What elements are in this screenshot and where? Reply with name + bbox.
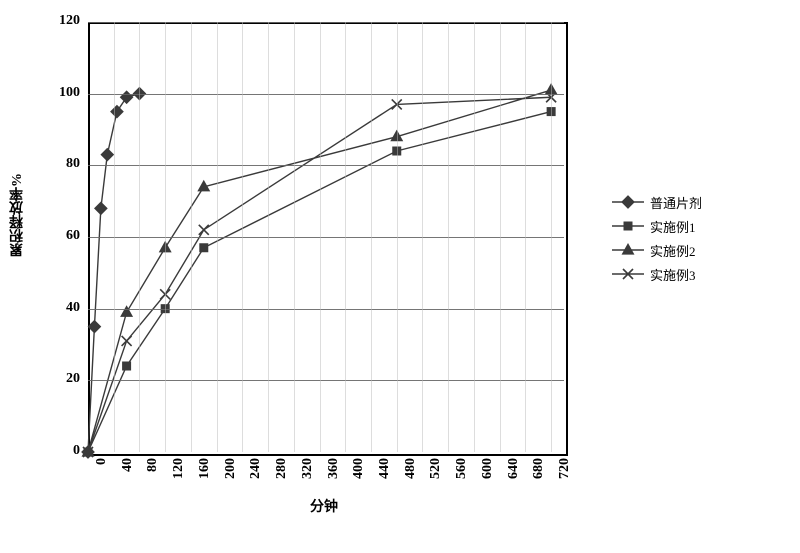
- legend-label: 实施例2: [650, 241, 696, 260]
- grid-line: [88, 309, 564, 310]
- legend-item: 实施例2: [612, 238, 702, 262]
- x-tick-label: 200: [223, 458, 239, 492]
- x-tick-label: 680: [531, 458, 547, 492]
- legend-label: 实施例3: [650, 265, 696, 284]
- legend-swatch: [612, 218, 644, 234]
- grid-line: [448, 22, 449, 452]
- grid-line: [88, 165, 564, 166]
- grid-line: [165, 22, 166, 452]
- grid-line: [474, 22, 475, 452]
- grid-line: [88, 94, 564, 95]
- x-tick-label: 80: [145, 458, 161, 492]
- grid-line: [371, 22, 372, 452]
- y-tick-label: 100: [40, 85, 80, 101]
- series-marker: [123, 362, 131, 370]
- x-tick-label: 560: [454, 458, 470, 492]
- x-tick-label: 40: [120, 458, 136, 492]
- legend-label: 实施例1: [650, 217, 696, 236]
- y-tick-label: 60: [40, 228, 80, 244]
- grid-line: [139, 22, 140, 452]
- grid-line: [551, 22, 552, 452]
- y-tick-label: 120: [40, 13, 80, 29]
- legend-swatch: [612, 194, 644, 210]
- legend: 普通片剂实施例1 实施例2 实施例3: [612, 190, 702, 286]
- x-tick-label: 160: [197, 458, 213, 492]
- y-tick-label: 0: [40, 443, 80, 459]
- x-tick-label: 400: [351, 458, 367, 492]
- x-tick-label: 640: [506, 458, 522, 492]
- grid-line: [217, 22, 218, 452]
- grid-line: [320, 22, 321, 452]
- grid-line: [88, 22, 564, 23]
- x-tick-label: 280: [274, 458, 290, 492]
- legend-item: 普通片剂: [612, 190, 702, 214]
- series-marker: [200, 244, 208, 252]
- legend-swatch: [612, 266, 644, 282]
- y-tick-label: 40: [40, 300, 80, 316]
- x-tick-label: 440: [377, 458, 393, 492]
- grid-line: [500, 22, 501, 452]
- x-tick-label: 480: [403, 458, 419, 492]
- grid-line: [88, 380, 564, 381]
- series-marker: [95, 202, 107, 214]
- grid-line: [268, 22, 269, 452]
- legend-item: 实施例3: [612, 262, 702, 286]
- series-marker: [122, 336, 132, 346]
- legend-swatch: [612, 242, 644, 258]
- x-tick-label: 600: [480, 458, 496, 492]
- legend-item: 实施例1: [612, 214, 702, 238]
- series-marker: [101, 148, 113, 160]
- series-marker: [88, 320, 100, 332]
- legend-label: 普通片剂: [650, 193, 702, 212]
- grid-line: [191, 22, 192, 452]
- x-axis-title: 分钟: [310, 496, 338, 516]
- grid-line: [422, 22, 423, 452]
- grid-line: [345, 22, 346, 452]
- x-tick-label: 320: [300, 458, 316, 492]
- grid-line: [114, 22, 115, 452]
- x-tick-label: 720: [557, 458, 573, 492]
- grid-line: [397, 22, 398, 452]
- grid-line: [88, 237, 564, 238]
- y-tick-label: 80: [40, 156, 80, 172]
- x-tick-label: 520: [428, 458, 444, 492]
- grid-line: [294, 22, 295, 452]
- grid-line: [242, 22, 243, 452]
- series-marker: [199, 225, 209, 235]
- y-tick-label: 20: [40, 371, 80, 387]
- x-tick-label: 0: [94, 458, 110, 492]
- x-tick-label: 360: [326, 458, 342, 492]
- series-marker: [111, 105, 123, 117]
- x-tick-label: 240: [248, 458, 264, 492]
- grid-line: [525, 22, 526, 452]
- y-axis-title: 累积释放率%: [8, 173, 28, 257]
- x-tick-label: 120: [171, 458, 187, 492]
